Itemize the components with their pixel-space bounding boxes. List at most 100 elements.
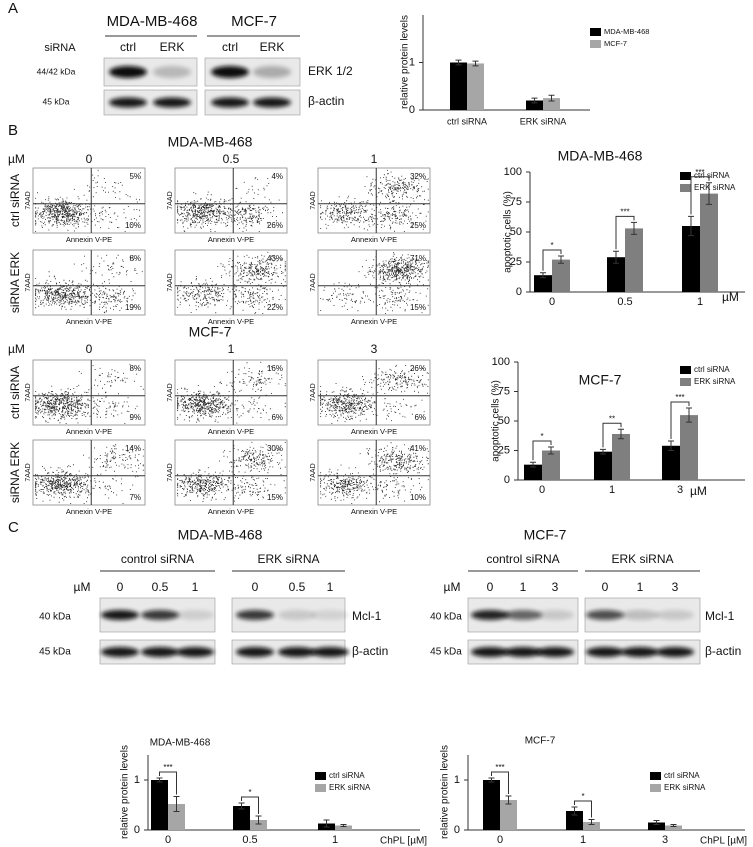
x-tick-label: 1 [580,834,586,846]
axis-label: Annexin V-PE [351,427,397,436]
bar [648,822,665,830]
band [656,610,694,620]
y-tick-label: 1 [134,774,140,786]
legend-label: ctrl siRNA [664,771,700,780]
blot-title: MDA-MB-468 [178,527,263,543]
significance-bracket [602,422,622,448]
significance: * [248,788,251,797]
x-axis-label: ChPL [µM] [380,836,427,847]
dose: 0 [86,342,93,356]
x-tick-label: ctrl siRNA [447,116,487,126]
percent: 15% [267,493,283,502]
band [141,610,179,620]
error-bar [323,819,330,828]
band [311,647,349,657]
significance: *** [620,208,629,217]
chart-title: MCF-7 [579,372,622,388]
protein: β-actin [705,644,741,658]
panel-label: B [8,122,18,139]
axis-label: 7AAD [167,191,174,209]
bar [612,433,630,480]
unit: µM [8,342,25,356]
bar [594,451,612,480]
legend-label: ERK siRNA [329,783,371,792]
x-tick-label: 0.5 [242,834,257,846]
x-axis-label: ChPL [µM] [700,836,747,847]
percent: 25% [410,221,426,230]
bar [500,800,517,830]
bar [450,62,467,110]
error-bar [588,819,595,825]
dot-cloud [320,169,429,232]
protein: β-actin [352,644,388,658]
percent: 71% [410,254,426,263]
group-label: ERK siRNA [257,552,319,566]
band [109,66,147,78]
significance-bracket [532,440,552,461]
dot-cloud [177,361,286,424]
error-bar [558,255,564,264]
legend-swatch [590,28,601,36]
cell-line: MDA-MB-468 [107,13,198,30]
plot-frame [317,249,431,316]
protein: Mcl-1 [352,609,382,623]
y-axis-label: apoptotic cells (%) [491,380,502,462]
axis-label: Annexin V-PE [351,235,397,244]
dose: 3 [672,580,679,594]
error-bar [668,440,674,451]
y-axis-label: relative protein levels [120,745,131,839]
error-bar [686,407,692,423]
significance-bracket [615,215,635,250]
axis-label: Annexin V-PE [66,235,112,244]
axis-label: 7AAD [167,383,174,401]
y-tick-label: 50 [510,226,522,238]
x-tick-label: 0 [497,834,503,846]
axis-label: 7AAD [25,383,32,401]
bar [552,259,570,292]
axis-label: Annexin V-PE [351,317,397,326]
percent: 5% [129,172,141,181]
axis-label: Annexin V-PE [66,427,112,436]
error-bar [670,824,677,827]
error-bar [472,60,479,67]
error-bar [618,428,624,440]
unit: µM [444,580,461,594]
dose: 0 [602,580,609,594]
band [101,610,139,620]
bar [680,415,698,480]
percent: 22% [267,303,283,312]
dot-cloud [35,169,141,232]
dose: 0.5 [289,580,306,594]
error-bar [455,59,462,66]
dose: 0 [487,580,494,594]
y-tick-label: 100 [504,166,522,178]
band [141,647,179,657]
axis-label: 7AAD [167,273,174,291]
band [236,610,274,620]
bar [566,811,583,830]
legend-label: MCF-7 [604,39,627,48]
significance: *** [163,763,172,772]
x-tick-label: 0 [539,484,545,496]
percent: 14% [125,444,141,453]
band [109,97,147,108]
percent: 7% [129,493,141,502]
legend-label: ERK siRNA [694,377,736,386]
percent: 4% [271,172,283,181]
row-label: ctrl siRNA [8,366,22,419]
protein: Mcl-1 [705,609,735,623]
percent: 16% [267,364,283,373]
axis-label: 7AAD [310,191,317,209]
legend-label: ctrl siRNA [694,171,730,180]
significance-bracket [670,401,690,440]
bar [168,804,185,830]
plot-frame [32,439,146,506]
group-label: ERK siRNA [611,552,673,566]
y-tick-label: 25 [498,444,510,456]
y-tick-label: 75 [498,385,510,397]
error-bar [340,824,347,827]
dose: 0.5 [223,152,240,166]
x-tick-label: 0.5 [617,296,632,308]
row-label: siRNA ERK [8,252,22,313]
